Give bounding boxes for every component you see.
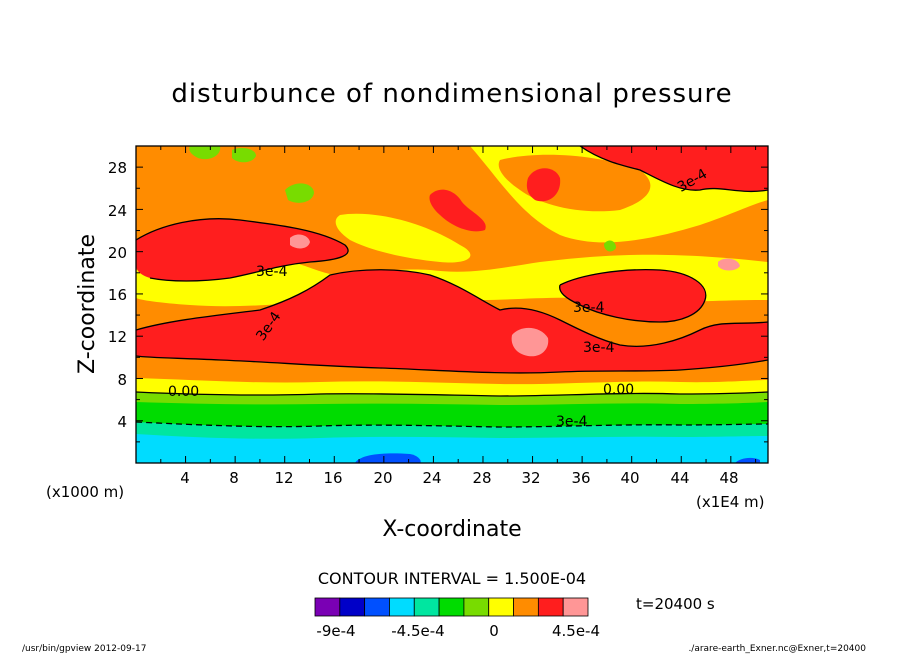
y-tick-label: 20 <box>108 244 127 262</box>
contour-line-zero <box>136 391 768 397</box>
x-tick-label: 20 <box>373 469 392 487</box>
y-tick-label: 28 <box>108 159 127 177</box>
y-tick-label: 8 <box>117 371 127 389</box>
footer-left: /usr/bin/gpview 2012-09-17 <box>22 644 146 654</box>
contour-label: 3e-4 <box>573 300 605 316</box>
y-tick-label: 12 <box>108 328 127 346</box>
field-region-red-left <box>136 218 349 281</box>
contour-label: 3e-4 <box>256 264 288 280</box>
field-region-blue <box>355 453 421 463</box>
plot-frame <box>135 145 769 464</box>
colorbar-label: -4.5e-4 <box>391 622 444 640</box>
time-label: t=20400 s <box>636 595 715 613</box>
x-tick-label: 4 <box>180 469 190 487</box>
contour-label: 0.00 <box>168 384 199 400</box>
contour-line-upper-red <box>136 218 349 282</box>
field-band-cyan <box>136 434 768 463</box>
y-unit-label: (x1000 m) <box>46 483 124 501</box>
colorbar-swatch <box>364 597 390 617</box>
contour-line-center-red <box>136 269 768 347</box>
chart-title: disturbunce of nondimensional pressure <box>171 79 732 109</box>
x-tick-label: 32 <box>521 469 540 487</box>
colorbar-label: 4.5e-4 <box>552 622 600 640</box>
field-region-pink-left <box>290 234 310 249</box>
field-region-green-1 <box>189 146 221 160</box>
colorbar-swatch <box>438 597 465 617</box>
colorbar-swatch <box>463 597 490 617</box>
x-tick-label: 36 <box>571 469 590 487</box>
contour-line-right-lobe <box>559 269 707 323</box>
heatmap-field: 3e-4 3e-4 3e-4 3e-4 3e-4 0.00 0.00 3e-4 <box>136 146 768 463</box>
colorbar-swatch <box>339 597 366 617</box>
field-region-red-small <box>429 189 486 232</box>
field-region-green-2 <box>285 183 314 203</box>
y-tick-label: 4 <box>117 413 127 431</box>
x-tick-label: 16 <box>323 469 342 487</box>
colorbar-label: 0 <box>489 622 499 640</box>
contour-line-top-right <box>579 146 768 193</box>
colorbar-swatch <box>513 597 539 617</box>
field-region-pink-center <box>511 327 549 357</box>
footer-right: ./arare-earth_Exner.nc@Exner,t=20400 <box>688 644 866 654</box>
axis-ticks <box>136 146 768 463</box>
x-unit-label: (x1E4 m) <box>696 493 765 511</box>
x-tick-label: 12 <box>274 469 293 487</box>
colorbar <box>314 597 589 617</box>
x-tick-label: 24 <box>422 469 441 487</box>
colorbar-label: -9e-4 <box>316 622 355 640</box>
y-tick-label: 24 <box>108 202 127 220</box>
contour-interval-label: CONTOUR INTERVAL = 1.500E-04 <box>318 569 586 588</box>
x-tick-label: 40 <box>620 469 639 487</box>
colorbar-swatch <box>413 597 440 617</box>
y-tick-labels: 4 8 12 16 20 24 28 <box>108 159 127 431</box>
contour-line-negative <box>136 421 768 428</box>
x-tick-label: 28 <box>472 469 491 487</box>
colorbar-swatch <box>389 597 415 617</box>
y-axis-label: Z-coordinate <box>75 234 100 374</box>
field-region-red-right-lobe <box>559 269 706 322</box>
colorbar-swatch <box>562 597 589 617</box>
field-region-pink-right <box>718 258 740 271</box>
x-tick-label: 44 <box>670 469 689 487</box>
x-axis-label: X-coordinate <box>382 517 521 542</box>
colorbar-swatch <box>488 597 514 617</box>
contour-label: 0.00 <box>603 382 634 398</box>
y-tick-label: 16 <box>108 286 127 304</box>
colorbar-swatch <box>537 597 564 617</box>
field-region-blue-right <box>735 457 760 463</box>
field-region-green-3 <box>232 148 256 163</box>
contour-label: 3e-4 <box>583 340 615 356</box>
x-tick-label: 8 <box>229 469 239 487</box>
field-region-green-4 <box>604 240 616 252</box>
contour-line-center-red-lower <box>136 355 768 374</box>
contour-label: 3e-4 <box>556 414 588 430</box>
field-region-yellow-upper-left <box>335 213 471 263</box>
contour-lines <box>136 146 768 428</box>
x-tick-labels: 4 8 12 16 20 24 28 32 36 40 44 48 <box>180 469 738 487</box>
colorbar-swatch <box>314 597 341 617</box>
field-region-red-top-right <box>580 146 768 192</box>
field-region-red-center <box>136 269 768 373</box>
x-tick-label: 48 <box>719 469 738 487</box>
field-region-red-top-center <box>526 168 561 202</box>
